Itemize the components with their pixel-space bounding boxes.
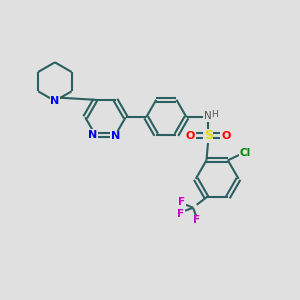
Text: N: N bbox=[88, 130, 98, 140]
Text: Cl: Cl bbox=[239, 148, 251, 158]
Text: O: O bbox=[221, 131, 231, 141]
Text: F: F bbox=[178, 197, 185, 207]
Text: H: H bbox=[212, 110, 218, 119]
Text: O: O bbox=[186, 131, 195, 141]
Text: F: F bbox=[177, 209, 184, 219]
Text: S: S bbox=[204, 129, 213, 142]
Text: N: N bbox=[111, 131, 120, 141]
Text: F: F bbox=[193, 215, 200, 225]
Text: N: N bbox=[50, 96, 59, 106]
Text: N: N bbox=[204, 111, 212, 121]
